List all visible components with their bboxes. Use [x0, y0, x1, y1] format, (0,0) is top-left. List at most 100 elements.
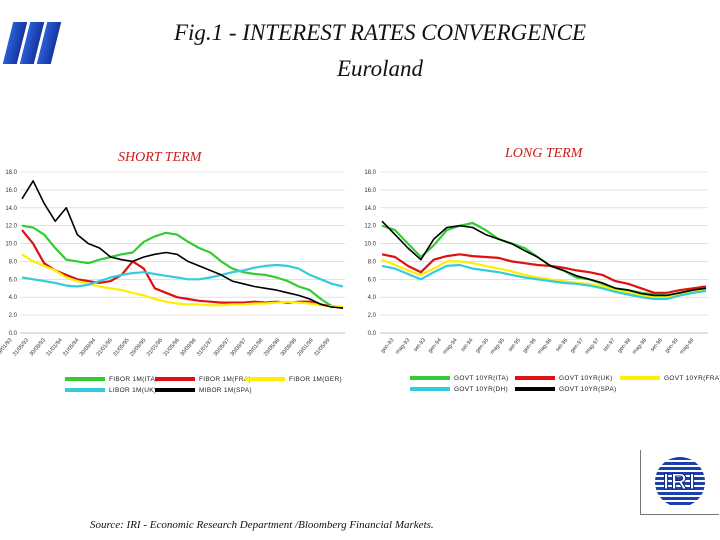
y-tick-label: 18.0 — [364, 170, 376, 176]
logo-frame — [640, 450, 719, 515]
x-tick-label: 31/05/99 — [313, 337, 331, 357]
x-tick-label: 30/09/93 — [29, 337, 47, 357]
y-tick-label: 2.0 — [9, 313, 18, 319]
legend-label: MIBOR 1M(SPA) — [199, 387, 252, 394]
y-tick-label: 16.0 — [364, 188, 376, 194]
legend-swatch — [245, 377, 285, 382]
x-tick-label: mag-96 — [537, 337, 554, 355]
legend-swatch — [65, 388, 105, 393]
x-tick-label: mag-99 — [679, 337, 696, 355]
y-tick-label: 12.0 — [364, 224, 376, 230]
x-tick-label: gen-95 — [475, 337, 491, 354]
y-tick-label: 0.0 — [9, 331, 18, 337]
x-tick-label: 31/01/95 — [96, 337, 114, 357]
x-tick-label: mag-98 — [632, 337, 649, 355]
x-tick-label: set-97 — [602, 337, 616, 353]
y-tick-label: 4.0 — [368, 295, 377, 301]
y-tick-label: 8.0 — [368, 259, 377, 265]
y-tick-label: 14.0 — [364, 206, 376, 212]
source-note: Source: IRI - Economic Research Departme… — [90, 519, 434, 531]
series-line-govt-10yr-uk- — [381, 253, 707, 294]
legend-item: FIBOR 1M(FRA) — [155, 376, 251, 383]
x-tick-label: mag-97 — [584, 337, 601, 355]
series-line-fibor-1m-ita- — [21, 224, 344, 310]
x-tick-label: gen-93 — [380, 337, 396, 354]
x-tick-label: 31/05/96 — [163, 337, 181, 357]
legend-label: FIBOR 1M(GER) — [289, 376, 343, 383]
x-tick-label: gen-97 — [569, 337, 585, 354]
x-tick-label: 30/09/94 — [79, 337, 97, 357]
legend-swatch — [620, 376, 660, 381]
x-tick-label: 31/01/97 — [196, 337, 214, 357]
y-tick-label: 6.0 — [368, 277, 377, 283]
iri-logo: IRI — [645, 455, 715, 510]
series-line-govt-10yr-fra- — [381, 258, 707, 299]
legend-item: MIBOR 1M(SPA) — [155, 387, 252, 394]
series-line-govt-10yr-spa- — [381, 220, 707, 297]
series-line-fibor-1m-ger- — [21, 253, 344, 309]
x-tick-label: 30/05/97 — [213, 337, 231, 357]
legend-label: GOVT 10YR(ITA) — [454, 375, 509, 382]
x-tick-label: mag-95 — [489, 337, 506, 355]
y-tick-label: 2.0 — [368, 313, 377, 319]
legend-item: GOVT 10YR(ITA) — [410, 375, 509, 382]
x-tick-label: 29/01/99 — [296, 337, 314, 357]
x-tick-label: 31/01/96 — [146, 337, 164, 357]
y-tick-label: 8.0 — [9, 259, 18, 265]
y-tick-label: 18.0 — [5, 170, 17, 176]
x-tick-label: 30/09/98 — [280, 337, 298, 357]
y-tick-label: 10.0 — [364, 242, 376, 248]
legend-swatch — [65, 377, 105, 382]
x-tick-label: 29/09/95 — [129, 337, 147, 357]
legend-item: GOVT 10YR(UK) — [515, 375, 613, 382]
figure-subtitle: Euroland — [336, 56, 424, 81]
x-tick-label: 31/05/93 — [12, 337, 30, 357]
x-tick-label: gen-99 — [664, 337, 680, 354]
x-tick-label: set-93 — [413, 337, 427, 353]
legend-item: FIBOR 1M(ITA) — [65, 376, 158, 383]
x-tick-label: 30/01/98 — [246, 337, 264, 357]
series-line-libor-1m-uk- — [21, 263, 344, 288]
legend-label: LIBOR 1M(UK) — [109, 387, 157, 394]
legend-item: FIBOR 1M(GER) — [245, 376, 342, 383]
legend-swatch — [410, 376, 450, 381]
legend-label: GOVT 10YR(DH) — [454, 386, 508, 393]
legend-swatch — [155, 388, 195, 393]
legend-swatch — [155, 377, 195, 382]
series-line-govt-10yr-dh- — [381, 263, 707, 301]
x-tick-label: 29/05/98 — [263, 337, 281, 357]
legend-swatch — [515, 376, 555, 381]
y-tick-label: 4.0 — [9, 295, 18, 301]
series-line-govt-10yr-ita- — [381, 221, 707, 297]
x-tick-label: set-95 — [507, 337, 521, 353]
iri-logo-text: IRI — [662, 469, 698, 495]
figure-title: Fig.1 - INTEREST RATES CONVERGENCE — [173, 20, 587, 45]
x-tick-label: set-98 — [650, 337, 664, 353]
x-tick-label: 31/05/95 — [112, 337, 130, 357]
legend-item: GOVT 10YR(SPA) — [515, 386, 616, 393]
y-tick-label: 12.0 — [5, 224, 17, 230]
y-tick-label: 14.0 — [5, 206, 17, 212]
x-tick-label: 30/09/96 — [179, 337, 197, 357]
legend-swatch — [410, 387, 450, 392]
legend-item: GOVT 10YR(DH) — [410, 386, 508, 393]
legend-label: FIBOR 1M(FRA) — [199, 376, 251, 383]
x-tick-label: set-94 — [460, 337, 474, 353]
legend-label: FIBOR 1M(ITA) — [109, 376, 158, 383]
short-term-label: SHORT TERM — [118, 150, 202, 165]
legend-label: GOVT 10YR(SPA) — [559, 386, 617, 393]
series-line-mibor-1m-spa- — [21, 180, 344, 309]
y-tick-label: 6.0 — [9, 277, 18, 283]
legend-label: GOVT 10YR(UK) — [559, 375, 613, 382]
x-tick-label: mag-93 — [395, 337, 412, 355]
legend-label: GOVT 10YR(FRA) — [664, 375, 720, 382]
legend-swatch — [515, 387, 555, 392]
x-tick-label: mag-94 — [442, 337, 459, 355]
x-tick-label: gen-94 — [427, 337, 443, 354]
x-tick-label: 30/09/97 — [229, 337, 247, 357]
legend-item: LIBOR 1M(UK) — [65, 387, 156, 394]
legend-item: GOVT 10YR(FRA) — [620, 375, 720, 382]
series-line-fibor-1m-fra- — [21, 229, 344, 310]
y-tick-label: 16.0 — [5, 188, 17, 194]
